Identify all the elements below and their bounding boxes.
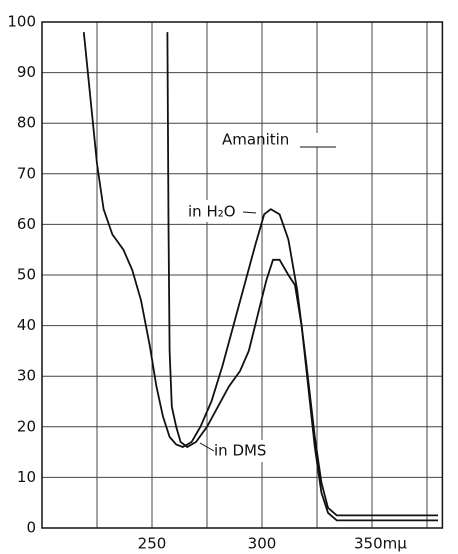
y-tick-label: 20 (17, 417, 36, 435)
y-tick-label: 60 (17, 215, 36, 233)
legend-label: in DMS (214, 442, 266, 460)
plot-frame (41, 21, 444, 529)
legend-label: in H₂O (188, 203, 236, 221)
data-line (166, 32, 438, 522)
x-tick-label: 350mμ (354, 535, 407, 553)
y-tick-label: 70 (17, 164, 36, 182)
x-tick-label: 300 (248, 535, 277, 553)
y-tick-label: 10 (17, 468, 36, 486)
y-tick-label: 80 (17, 114, 36, 132)
label-mask (186, 200, 244, 222)
chart-title: Amanitin (222, 131, 289, 149)
legend-leader (199, 442, 215, 452)
x-tick-label: 250 (138, 535, 167, 553)
legend-leader (242, 211, 257, 214)
y-tick-label: 50 (17, 266, 36, 284)
y-tick-label: 100 (7, 13, 36, 31)
y-tick-label: 40 (17, 316, 36, 334)
y-tick-label: 30 (17, 367, 36, 385)
data-line (82, 32, 438, 517)
y-tick-label: 90 (17, 63, 36, 81)
label-mask (208, 440, 270, 462)
y-tick-label: 0 (26, 519, 36, 537)
